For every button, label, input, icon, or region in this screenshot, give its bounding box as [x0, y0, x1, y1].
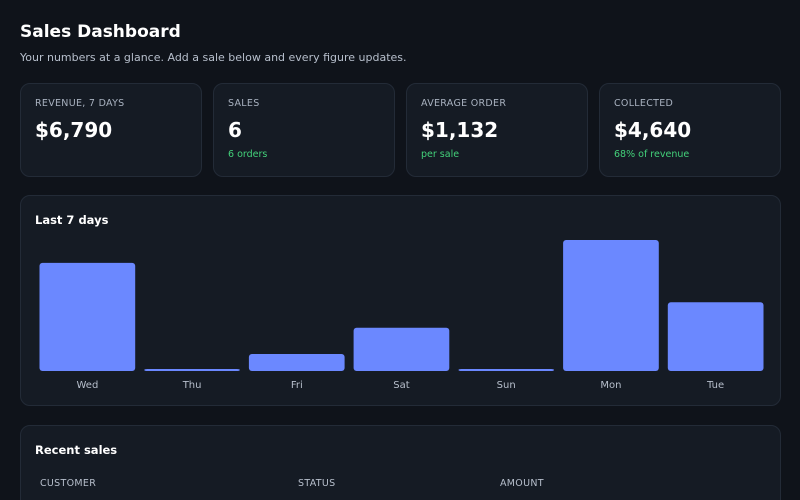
page-subtitle: Your numbers at a glance. Add a sale bel… [20, 51, 407, 64]
bar-sat[interactable] [353, 327, 450, 371]
bar-sun[interactable] [458, 369, 555, 371]
tick-label-sat: Sat [393, 380, 409, 391]
column-header-amount[interactable]: AMOUNT [500, 478, 544, 489]
stats-row: REVENUE, 7 DAYS $6,790 SALES 6 6 orders … [20, 83, 781, 177]
tick-label-tue: Tue [706, 380, 724, 391]
stat-card-collected: COLLECTED $4,640 68% of revenue [599, 83, 781, 177]
stat-label: SALES [228, 98, 260, 109]
chart-card: Last 7 days Wed Thu Fri Sat Sun Mon Tue [20, 195, 781, 406]
tick-label-mon: Mon [600, 380, 621, 391]
stat-card-revenue: REVENUE, 7 DAYS $6,790 [20, 83, 202, 177]
bar-mon[interactable] [563, 240, 659, 371]
stat-label: REVENUE, 7 DAYS [35, 98, 125, 109]
stat-note: per sale [421, 149, 460, 160]
column-header-status[interactable]: STATUS [298, 478, 336, 489]
table-header: CUSTOMER STATUS AMOUNT [21, 478, 780, 492]
stat-value: 6 [228, 118, 242, 142]
bar-thu[interactable] [144, 369, 240, 371]
bar-chart: Wed Thu Fri Sat Sun Mon Tue [39, 240, 764, 391]
bar-tue[interactable] [667, 302, 764, 371]
bar-wed[interactable] [39, 262, 136, 371]
tick-label-sun: Sun [497, 380, 516, 391]
stat-label: COLLECTED [614, 98, 674, 109]
stat-note: 6 orders [228, 149, 268, 160]
stat-note: 68% of revenue [614, 149, 690, 160]
page-title: Sales Dashboard [20, 22, 181, 42]
stat-label: AVERAGE ORDER [421, 98, 507, 109]
stat-value: $4,640 [614, 118, 692, 142]
stat-card-sales: SALES 6 6 orders [213, 83, 395, 177]
chart-title: Last 7 days [35, 213, 109, 227]
tick-label-thu: Thu [182, 380, 202, 391]
bar-fri[interactable] [248, 354, 345, 371]
recent-sales-card: Recent sales CUSTOMER STATUS AMOUNT [20, 425, 781, 500]
stat-card-average-order: AVERAGE ORDER $1,132 per sale [406, 83, 588, 177]
tick-label-wed: Wed [76, 380, 98, 391]
recent-sales-title: Recent sales [35, 443, 118, 457]
stat-value: $6,790 [35, 118, 113, 142]
column-header-customer[interactable]: CUSTOMER [40, 478, 97, 489]
tick-label-fri: Fri [291, 380, 303, 391]
stat-value: $1,132 [421, 118, 499, 142]
